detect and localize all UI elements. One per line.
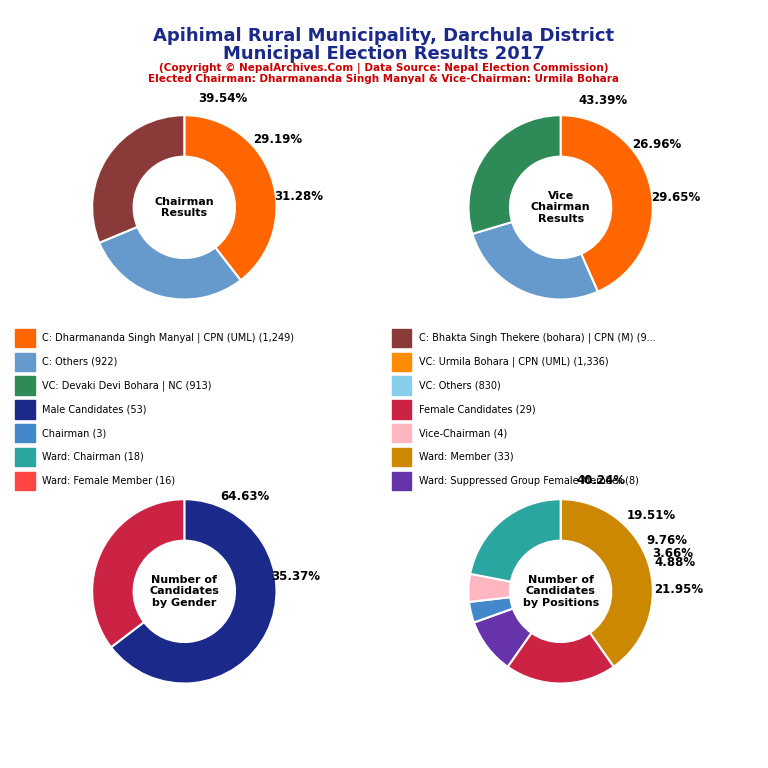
Text: Vice
Chairman
Results: Vice Chairman Results [531,190,591,224]
Text: 64.63%: 64.63% [220,490,269,503]
Bar [15,353,35,371]
Bar [392,400,411,419]
Wedge shape [468,115,561,234]
Bar [392,472,411,490]
Text: 35.37%: 35.37% [271,570,320,583]
Text: VC: Urmila Bohara | CPN (UML) (1,336): VC: Urmila Bohara | CPN (UML) (1,336) [419,356,608,367]
Bar [392,353,411,371]
Wedge shape [469,598,513,623]
Text: 31.28%: 31.28% [274,190,323,203]
Wedge shape [99,227,240,300]
Wedge shape [92,115,184,243]
Text: Chairman (3): Chairman (3) [42,428,107,439]
Wedge shape [470,499,561,581]
Bar [15,424,35,442]
Bar [15,376,35,395]
Text: 9.76%: 9.76% [647,535,687,548]
Text: 43.39%: 43.39% [578,94,627,107]
Bar [15,329,35,347]
Text: VC: Devaki Devi Bohara | NC (913): VC: Devaki Devi Bohara | NC (913) [42,380,212,391]
Text: Vice-Chairman (4): Vice-Chairman (4) [419,428,507,439]
Text: 3.66%: 3.66% [652,547,693,560]
Bar [15,472,35,490]
Wedge shape [472,222,598,300]
Wedge shape [508,633,614,684]
Text: Male Candidates (53): Male Candidates (53) [42,404,147,415]
Wedge shape [184,115,276,280]
Text: C: Bhakta Singh Thekere (bohara) | CPN (M) (9...: C: Bhakta Singh Thekere (bohara) | CPN (… [419,333,655,343]
Bar [392,376,411,395]
Text: Number of
Candidates
by Positions: Number of Candidates by Positions [522,574,599,608]
Text: 39.54%: 39.54% [199,92,248,105]
Text: (Copyright © NepalArchives.Com | Data Source: Nepal Election Commission): (Copyright © NepalArchives.Com | Data So… [159,63,609,74]
Wedge shape [561,115,653,292]
Text: Ward: Suppressed Group Female Member (8): Ward: Suppressed Group Female Member (8) [419,475,638,486]
Text: C: Dharmananda Singh Manyal | CPN (UML) (1,249): C: Dharmananda Singh Manyal | CPN (UML) … [42,333,294,343]
Text: Ward: Female Member (16): Ward: Female Member (16) [42,475,175,486]
Bar [392,448,411,466]
Text: 4.88%: 4.88% [654,555,696,568]
Bar [392,424,411,442]
Wedge shape [468,574,511,602]
Bar [392,329,411,347]
Text: Number of
Candidates
by Gender: Number of Candidates by Gender [150,574,219,608]
Text: Elected Chairman: Dharmananda Singh Manyal & Vice-Chairman: Urmila Bohara: Elected Chairman: Dharmananda Singh Many… [148,74,620,84]
Text: 29.65%: 29.65% [650,191,700,204]
Text: Chairman
Results: Chairman Results [154,197,214,218]
Text: Ward: Member (33): Ward: Member (33) [419,452,513,462]
Wedge shape [92,499,184,647]
Wedge shape [474,608,531,667]
Bar [15,400,35,419]
Wedge shape [561,499,653,667]
Text: Municipal Election Results 2017: Municipal Election Results 2017 [223,45,545,62]
Text: Apihimal Rural Municipality, Darchula District: Apihimal Rural Municipality, Darchula Di… [154,27,614,45]
Text: 26.96%: 26.96% [633,138,682,151]
Text: 19.51%: 19.51% [627,509,676,522]
Text: 21.95%: 21.95% [654,583,703,596]
Text: 29.19%: 29.19% [253,134,303,147]
Text: Female Candidates (29): Female Candidates (29) [419,404,535,415]
Bar [15,448,35,466]
Text: 40.24%: 40.24% [577,474,626,487]
Wedge shape [111,499,276,684]
Text: Ward: Chairman (18): Ward: Chairman (18) [42,452,144,462]
Text: VC: Others (830): VC: Others (830) [419,380,500,391]
Text: C: Others (922): C: Others (922) [42,356,118,367]
